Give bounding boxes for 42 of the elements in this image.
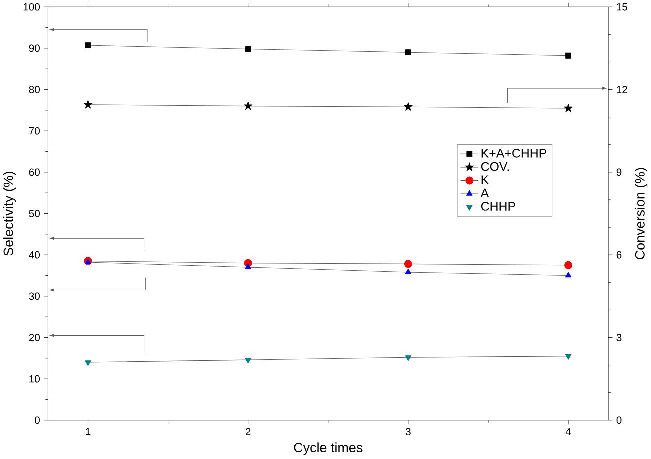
y-tick-label: 40 xyxy=(29,252,40,259)
y-tick-label: 50 xyxy=(29,210,40,218)
y-tick-label: 60 xyxy=(29,168,40,176)
y-tick-label: 10 xyxy=(30,376,40,383)
point xyxy=(564,262,573,270)
point xyxy=(245,358,252,364)
legend-label: A xyxy=(480,189,490,198)
x-axis-title: Cycle times xyxy=(294,442,363,456)
point xyxy=(245,264,252,270)
y-tick-label: 20 xyxy=(29,334,40,342)
y2-axis-title: Conversion (%) xyxy=(635,168,648,260)
point xyxy=(405,50,412,56)
y-tick-label: 80 xyxy=(29,86,40,94)
point xyxy=(565,272,572,278)
y2-tick-label: 0 xyxy=(616,416,622,424)
y2-tick-label: 12 xyxy=(617,86,628,94)
point xyxy=(566,53,572,60)
y-axis-title: Selectivity (%) xyxy=(3,172,16,256)
y-tick-label: 0 xyxy=(35,416,40,424)
point xyxy=(85,360,92,366)
y-tick-label: 90 xyxy=(29,44,40,52)
y2-tick-label: 6 xyxy=(616,252,622,259)
point xyxy=(404,260,412,268)
x-tick-label: 2 xyxy=(246,428,251,436)
y2-tick-label: 15 xyxy=(617,4,628,11)
legend-label: K xyxy=(482,176,489,184)
legend-label: COV. xyxy=(481,162,509,172)
y-tick-label: 70 xyxy=(29,128,40,135)
y-tick-label: 100 xyxy=(24,4,40,11)
point xyxy=(245,46,252,52)
point xyxy=(565,354,572,360)
legend-label: CHHP xyxy=(481,202,516,212)
y2-tick-label: 3 xyxy=(616,334,622,342)
y-tick-label: 30 xyxy=(29,292,40,300)
point xyxy=(405,356,412,362)
x-tick-label: 3 xyxy=(406,428,411,436)
x-tick-label: 1 xyxy=(86,428,91,436)
legend-label: K+A+CHHP xyxy=(482,149,546,158)
y2-tick-label: 9 xyxy=(616,168,622,176)
x-tick-label: 4 xyxy=(566,428,572,436)
point xyxy=(405,269,412,275)
point xyxy=(85,42,92,49)
